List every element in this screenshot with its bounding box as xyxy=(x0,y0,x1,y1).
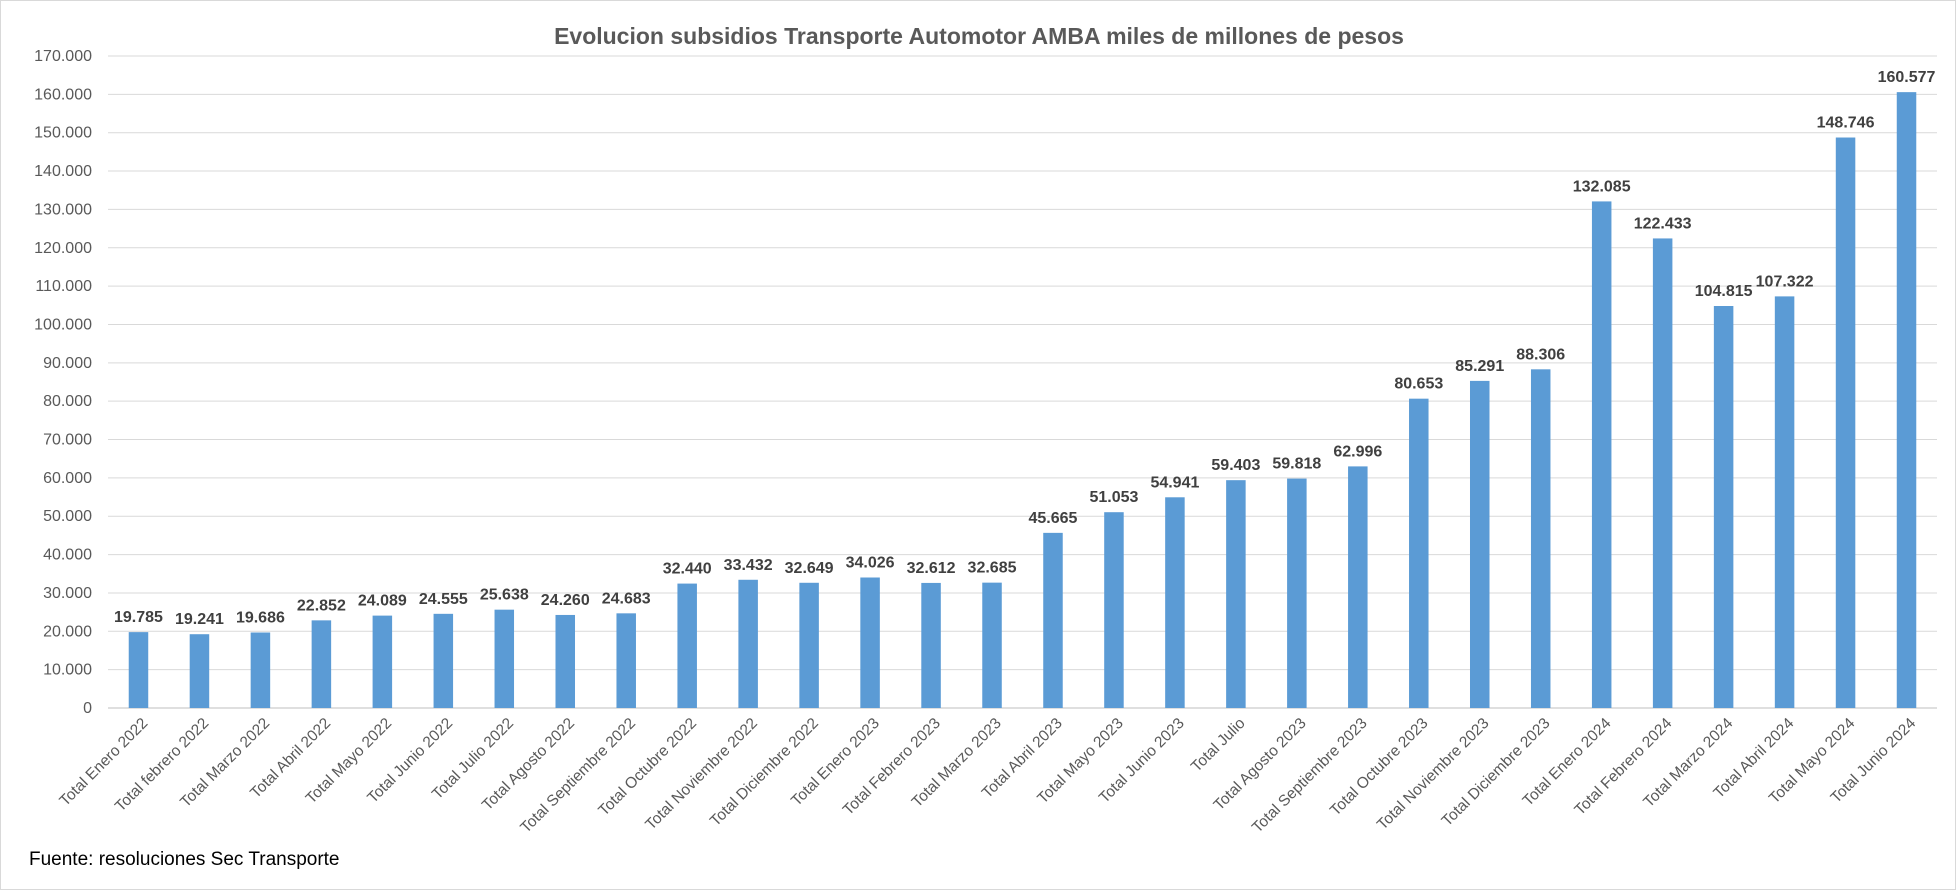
bar xyxy=(1348,466,1368,708)
bar xyxy=(494,609,515,708)
bar xyxy=(1530,369,1551,708)
y-tick-label: 60.000 xyxy=(43,470,92,487)
bar xyxy=(616,613,636,708)
data-label: 32.685 xyxy=(968,560,1017,577)
data-label: 104.815 xyxy=(1695,283,1753,300)
bar xyxy=(921,582,941,708)
bar xyxy=(250,632,271,708)
bar xyxy=(189,634,210,708)
data-label: 45.665 xyxy=(1029,510,1078,527)
bar xyxy=(1774,296,1795,708)
y-tick-label: 30.000 xyxy=(43,585,92,602)
data-label: 85.291 xyxy=(1455,358,1504,375)
data-label: 51.053 xyxy=(1089,489,1138,506)
data-label: 59.403 xyxy=(1211,457,1260,474)
data-label: 34.026 xyxy=(846,555,895,572)
y-tick-label: 170.000 xyxy=(34,48,92,65)
bar xyxy=(1165,497,1185,708)
bar xyxy=(677,583,697,708)
data-label: 88.306 xyxy=(1516,346,1565,363)
x-tick-label: Total Septiembre 2023 xyxy=(1249,715,1371,837)
y-tick-label: 150.000 xyxy=(34,125,92,142)
bar xyxy=(1713,306,1734,708)
data-label: 19.241 xyxy=(175,611,224,628)
data-label: 19.686 xyxy=(236,609,285,626)
bars xyxy=(128,92,1917,709)
data-label: 132.085 xyxy=(1573,178,1631,195)
x-tick-label: Total Noviembre 2022 xyxy=(642,715,761,834)
bar xyxy=(799,582,819,708)
data-label: 24.260 xyxy=(541,592,590,609)
data-label: 59.818 xyxy=(1272,456,1321,473)
data-label: 33.432 xyxy=(724,557,773,574)
y-tick-label: 100.000 xyxy=(34,316,92,333)
data-label: 32.649 xyxy=(785,560,834,577)
x-tick-label: Total Diciembre 2023 xyxy=(1439,715,1554,830)
y-tick-label: 80.000 xyxy=(43,393,92,410)
x-tick-label: Total Septiembre 2022 xyxy=(517,715,639,837)
x-tick-label: Total Noviembre 2023 xyxy=(1374,715,1493,834)
bar xyxy=(555,614,576,708)
data-label: 32.612 xyxy=(907,560,956,577)
y-tick-label: 10.000 xyxy=(43,662,92,679)
bar xyxy=(1043,532,1063,708)
data-label: 32.440 xyxy=(663,561,712,578)
bar xyxy=(1226,480,1246,708)
bar xyxy=(311,620,332,708)
data-label: 148.746 xyxy=(1817,115,1875,132)
data-label: 24.683 xyxy=(602,590,651,607)
data-label: 24.555 xyxy=(419,591,468,608)
y-tick-label: 90.000 xyxy=(43,355,92,372)
bar xyxy=(1591,201,1612,709)
data-label: 62.996 xyxy=(1333,443,1382,460)
bar xyxy=(1104,512,1124,708)
data-label: 54.941 xyxy=(1150,474,1199,491)
bar xyxy=(738,579,758,708)
bar xyxy=(128,632,149,708)
bar xyxy=(982,582,1002,708)
data-labels: 19.785 19.241 19.686 22.852 24.089 24.555 25.6… xyxy=(114,69,1936,628)
bar xyxy=(1652,238,1673,708)
y-tick-label: 140.000 xyxy=(34,163,92,180)
y-tick-label: 70.000 xyxy=(43,432,92,449)
bar xyxy=(1896,92,1917,709)
bar xyxy=(1469,380,1490,708)
data-label: 25.638 xyxy=(480,587,529,604)
data-label: 122.433 xyxy=(1634,215,1692,232)
bar xyxy=(433,613,454,708)
chart-title: Evolucion subsidios Transporte Automotor… xyxy=(554,23,1404,49)
y-tick-label: 160.000 xyxy=(34,86,92,103)
data-label: 160.577 xyxy=(1878,69,1936,86)
x-tick-label: Total Diciembre 2022 xyxy=(707,715,822,830)
data-label: 107.322 xyxy=(1756,273,1814,290)
y-axis-ticks: 0 10.000 20.000 30.000 40.000 50.000 60.000 70.… xyxy=(34,48,92,717)
y-tick-label: 50.000 xyxy=(43,508,92,525)
x-tick-label: Total Julio xyxy=(1188,715,1249,776)
bar xyxy=(1409,398,1429,708)
bar xyxy=(372,615,393,708)
bar xyxy=(1835,137,1856,709)
data-label: 80.653 xyxy=(1394,376,1443,393)
source-note: Fuente: resoluciones Sec Transporte xyxy=(29,849,340,870)
bar xyxy=(1287,478,1307,708)
y-tick-label: 130.000 xyxy=(34,201,92,218)
data-label: 19.785 xyxy=(114,609,163,626)
gridlines xyxy=(108,55,1937,709)
y-tick-label: 40.000 xyxy=(43,547,92,564)
bar xyxy=(860,577,880,708)
data-label: 24.089 xyxy=(358,593,407,610)
data-label: 22.852 xyxy=(297,597,346,614)
y-tick-label: 0 xyxy=(83,700,92,717)
y-tick-label: 20.000 xyxy=(43,623,92,640)
y-tick-label: 120.000 xyxy=(34,240,92,257)
y-tick-label: 110.000 xyxy=(35,278,92,295)
